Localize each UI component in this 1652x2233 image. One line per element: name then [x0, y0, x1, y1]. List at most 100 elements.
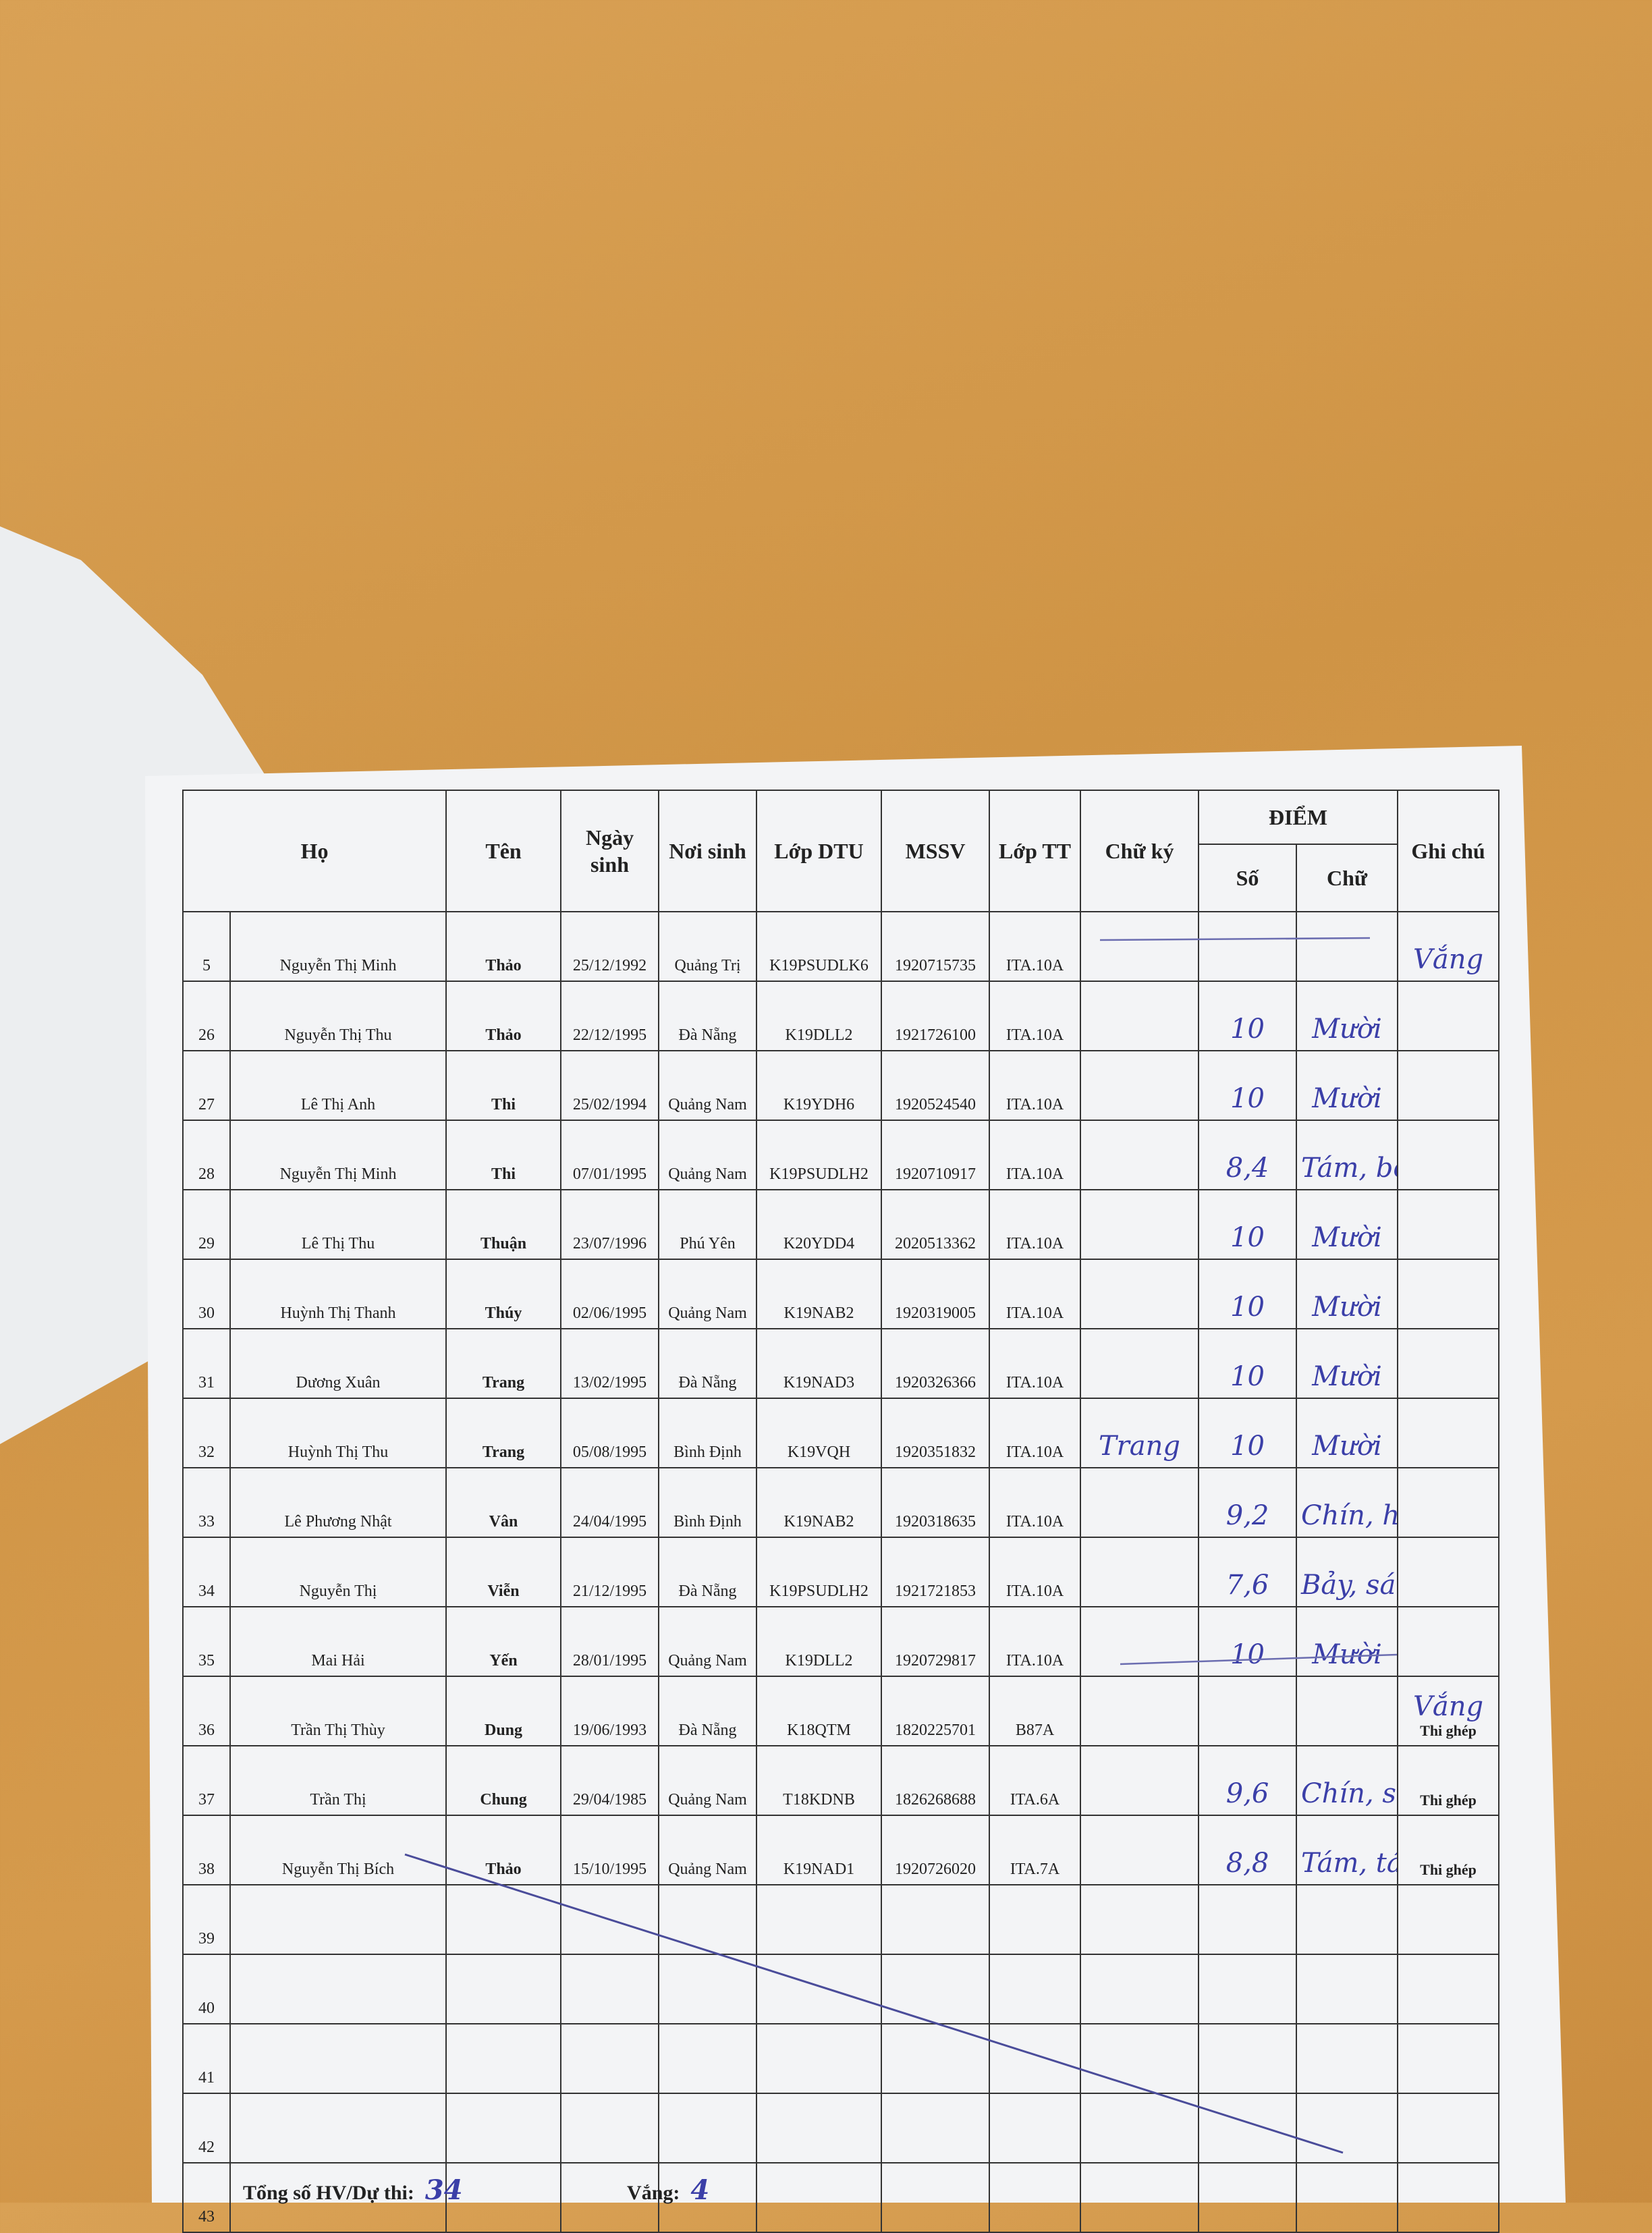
student-id-cell: 1920726020	[881, 1815, 991, 1885]
note-printed: Thi ghép	[1420, 1861, 1477, 1878]
table-row: 36 Trần Thị Thùy Dung 19/06/1993 Đà Nẵng K18Q…	[182, 1676, 1500, 1746]
ten-cell: Thúy	[445, 1259, 562, 1329]
date-cell	[560, 1884, 660, 1955]
date-cell: 15/10/1995	[560, 1815, 660, 1885]
ten-cell: Viễn	[445, 1537, 562, 1607]
note-printed: Thi ghép	[1420, 1722, 1477, 1739]
score-words-cell	[1296, 2023, 1399, 2094]
table-row: 31 Dương Xuân Trang 13/02/1995 Đà Nẵng K19NAD…	[182, 1328, 1500, 1399]
score-number-cell: 10	[1198, 1606, 1298, 1677]
date-cell: 21/12/1995	[560, 1537, 660, 1607]
stt-cell: 36	[182, 1676, 231, 1746]
score-words-cell: Chín, sáu	[1296, 1745, 1399, 1816]
ho-cell: Lê Thị Anh	[229, 1050, 447, 1121]
note-cell	[1397, 1189, 1500, 1260]
total-value: 34	[424, 2174, 463, 2206]
signature-cell	[1080, 1467, 1200, 1538]
score-words-cell: Chín, hai	[1296, 1467, 1399, 1538]
date-cell	[560, 2093, 660, 2163]
class-tt-cell: ITA.10A	[989, 1398, 1082, 1468]
stt-cell: 39	[182, 1884, 231, 1955]
stt-cell: 31	[182, 1328, 231, 1399]
score-words: Tám, bốn	[1301, 1153, 1396, 1184]
score-number-cell: 10	[1198, 1050, 1298, 1121]
ten-cell: Thảo	[445, 1815, 562, 1885]
ho-cell	[229, 2023, 447, 2094]
score-number-cell: 8,4	[1198, 1120, 1298, 1190]
header-ho: Họ	[182, 790, 447, 912]
ho-cell	[229, 1884, 447, 1955]
class-tt-cell: ITA.10A	[989, 981, 1082, 1051]
class-tt-cell	[989, 1954, 1082, 2024]
student-id-cell: 1920715735	[881, 911, 991, 982]
stt-cell: 38	[182, 1815, 231, 1885]
score-table: Họ Tên Ngày sinh Nơi sinh Lớp DTU MSSV L…	[182, 790, 1500, 2233]
place-cell	[658, 1954, 758, 2024]
score-number-cell: 10	[1198, 981, 1298, 1051]
score-words-cell	[1296, 1676, 1399, 1746]
note-cell: Thi ghép	[1397, 1815, 1500, 1885]
class-dtu-cell	[756, 1884, 883, 1955]
class-tt-cell: B87A	[989, 1676, 1082, 1746]
signature-cell	[1080, 1189, 1200, 1260]
place-cell: Quảng Nam	[658, 1606, 758, 1677]
strike-line	[1099, 937, 1371, 941]
date-cell	[560, 1954, 660, 2024]
student-id-cell: 1920729817	[881, 1606, 991, 1677]
score-number: 7,6	[1226, 1570, 1269, 1601]
class-tt-cell: ITA.6A	[989, 1745, 1082, 1816]
ten-cell	[445, 1954, 562, 2024]
header-noi-sinh: Nơi sinh	[658, 790, 758, 912]
score-words-cell	[1296, 1884, 1399, 1955]
signature-cell	[1080, 1745, 1200, 1816]
place-cell: Quảng Nam	[658, 1259, 758, 1329]
signature-cell	[1080, 1815, 1200, 1885]
class-tt-cell	[989, 1884, 1082, 1955]
date-cell: 19/06/1993	[560, 1676, 660, 1746]
signature-cell	[1080, 981, 1200, 1051]
place-cell	[658, 2023, 758, 2094]
header-lop-tt: Lớp TT	[989, 790, 1082, 912]
signature-cell	[1080, 1120, 1200, 1190]
score-number-cell: 10	[1198, 1398, 1298, 1468]
note-cell	[1397, 1537, 1500, 1607]
class-dtu-cell	[756, 2023, 883, 2094]
date-cell	[560, 2023, 660, 2094]
date-cell: 25/02/1994	[560, 1050, 660, 1121]
ten-cell: Trang	[445, 1328, 562, 1399]
score-number: 10	[1230, 1292, 1265, 1323]
ho-cell	[229, 1954, 447, 2024]
note-cell	[1397, 1120, 1500, 1190]
stt-cell: 40	[182, 1954, 231, 2024]
class-dtu-cell: K19NAB2	[756, 1467, 883, 1538]
stt-cell: 35	[182, 1606, 231, 1677]
student-id-cell: 1920326366	[881, 1328, 991, 1399]
header-lop-dtu: Lớp DTU	[756, 790, 883, 912]
footer: Tổng số HV/Dự thi: 34 Vắng: 4	[243, 2174, 720, 2206]
signature-cell: Trang	[1080, 1398, 1200, 1468]
ten-cell: Thi	[445, 1050, 562, 1121]
total-label: Tổng số HV/Dự thi:	[243, 2182, 414, 2204]
score-words: Mười	[1312, 1222, 1382, 1253]
class-dtu-cell: K19PSUDLH2	[756, 1120, 883, 1190]
class-dtu-cell: K19DLL2	[756, 981, 883, 1051]
class-dtu-cell	[756, 1954, 883, 2024]
signature-cell	[1080, 1884, 1200, 1955]
ho-cell: Nguyễn Thị Minh	[229, 911, 447, 982]
date-cell: 07/01/1995	[560, 1120, 660, 1190]
score-number-cell: 7,6	[1198, 1537, 1298, 1607]
place-cell: Bình Định	[658, 1398, 758, 1468]
header-ten: Tên	[445, 790, 562, 912]
score-words-cell: Bảy, sáu	[1296, 1537, 1399, 1607]
ho-cell: Lê Phương Nhật	[229, 1467, 447, 1538]
ho-cell: Nguyễn Thị Minh	[229, 1120, 447, 1190]
note-cell	[1397, 1606, 1500, 1677]
score-number: 8,8	[1226, 1848, 1269, 1879]
score-number: 10	[1230, 1083, 1265, 1114]
student-id-cell: 2020513362	[881, 1189, 991, 1260]
ho-cell: Mai Hải	[229, 1606, 447, 1677]
signature-cell	[1080, 1328, 1200, 1399]
student-id-cell: 1920318635	[881, 1467, 991, 1538]
date-cell: 05/08/1995	[560, 1398, 660, 1468]
